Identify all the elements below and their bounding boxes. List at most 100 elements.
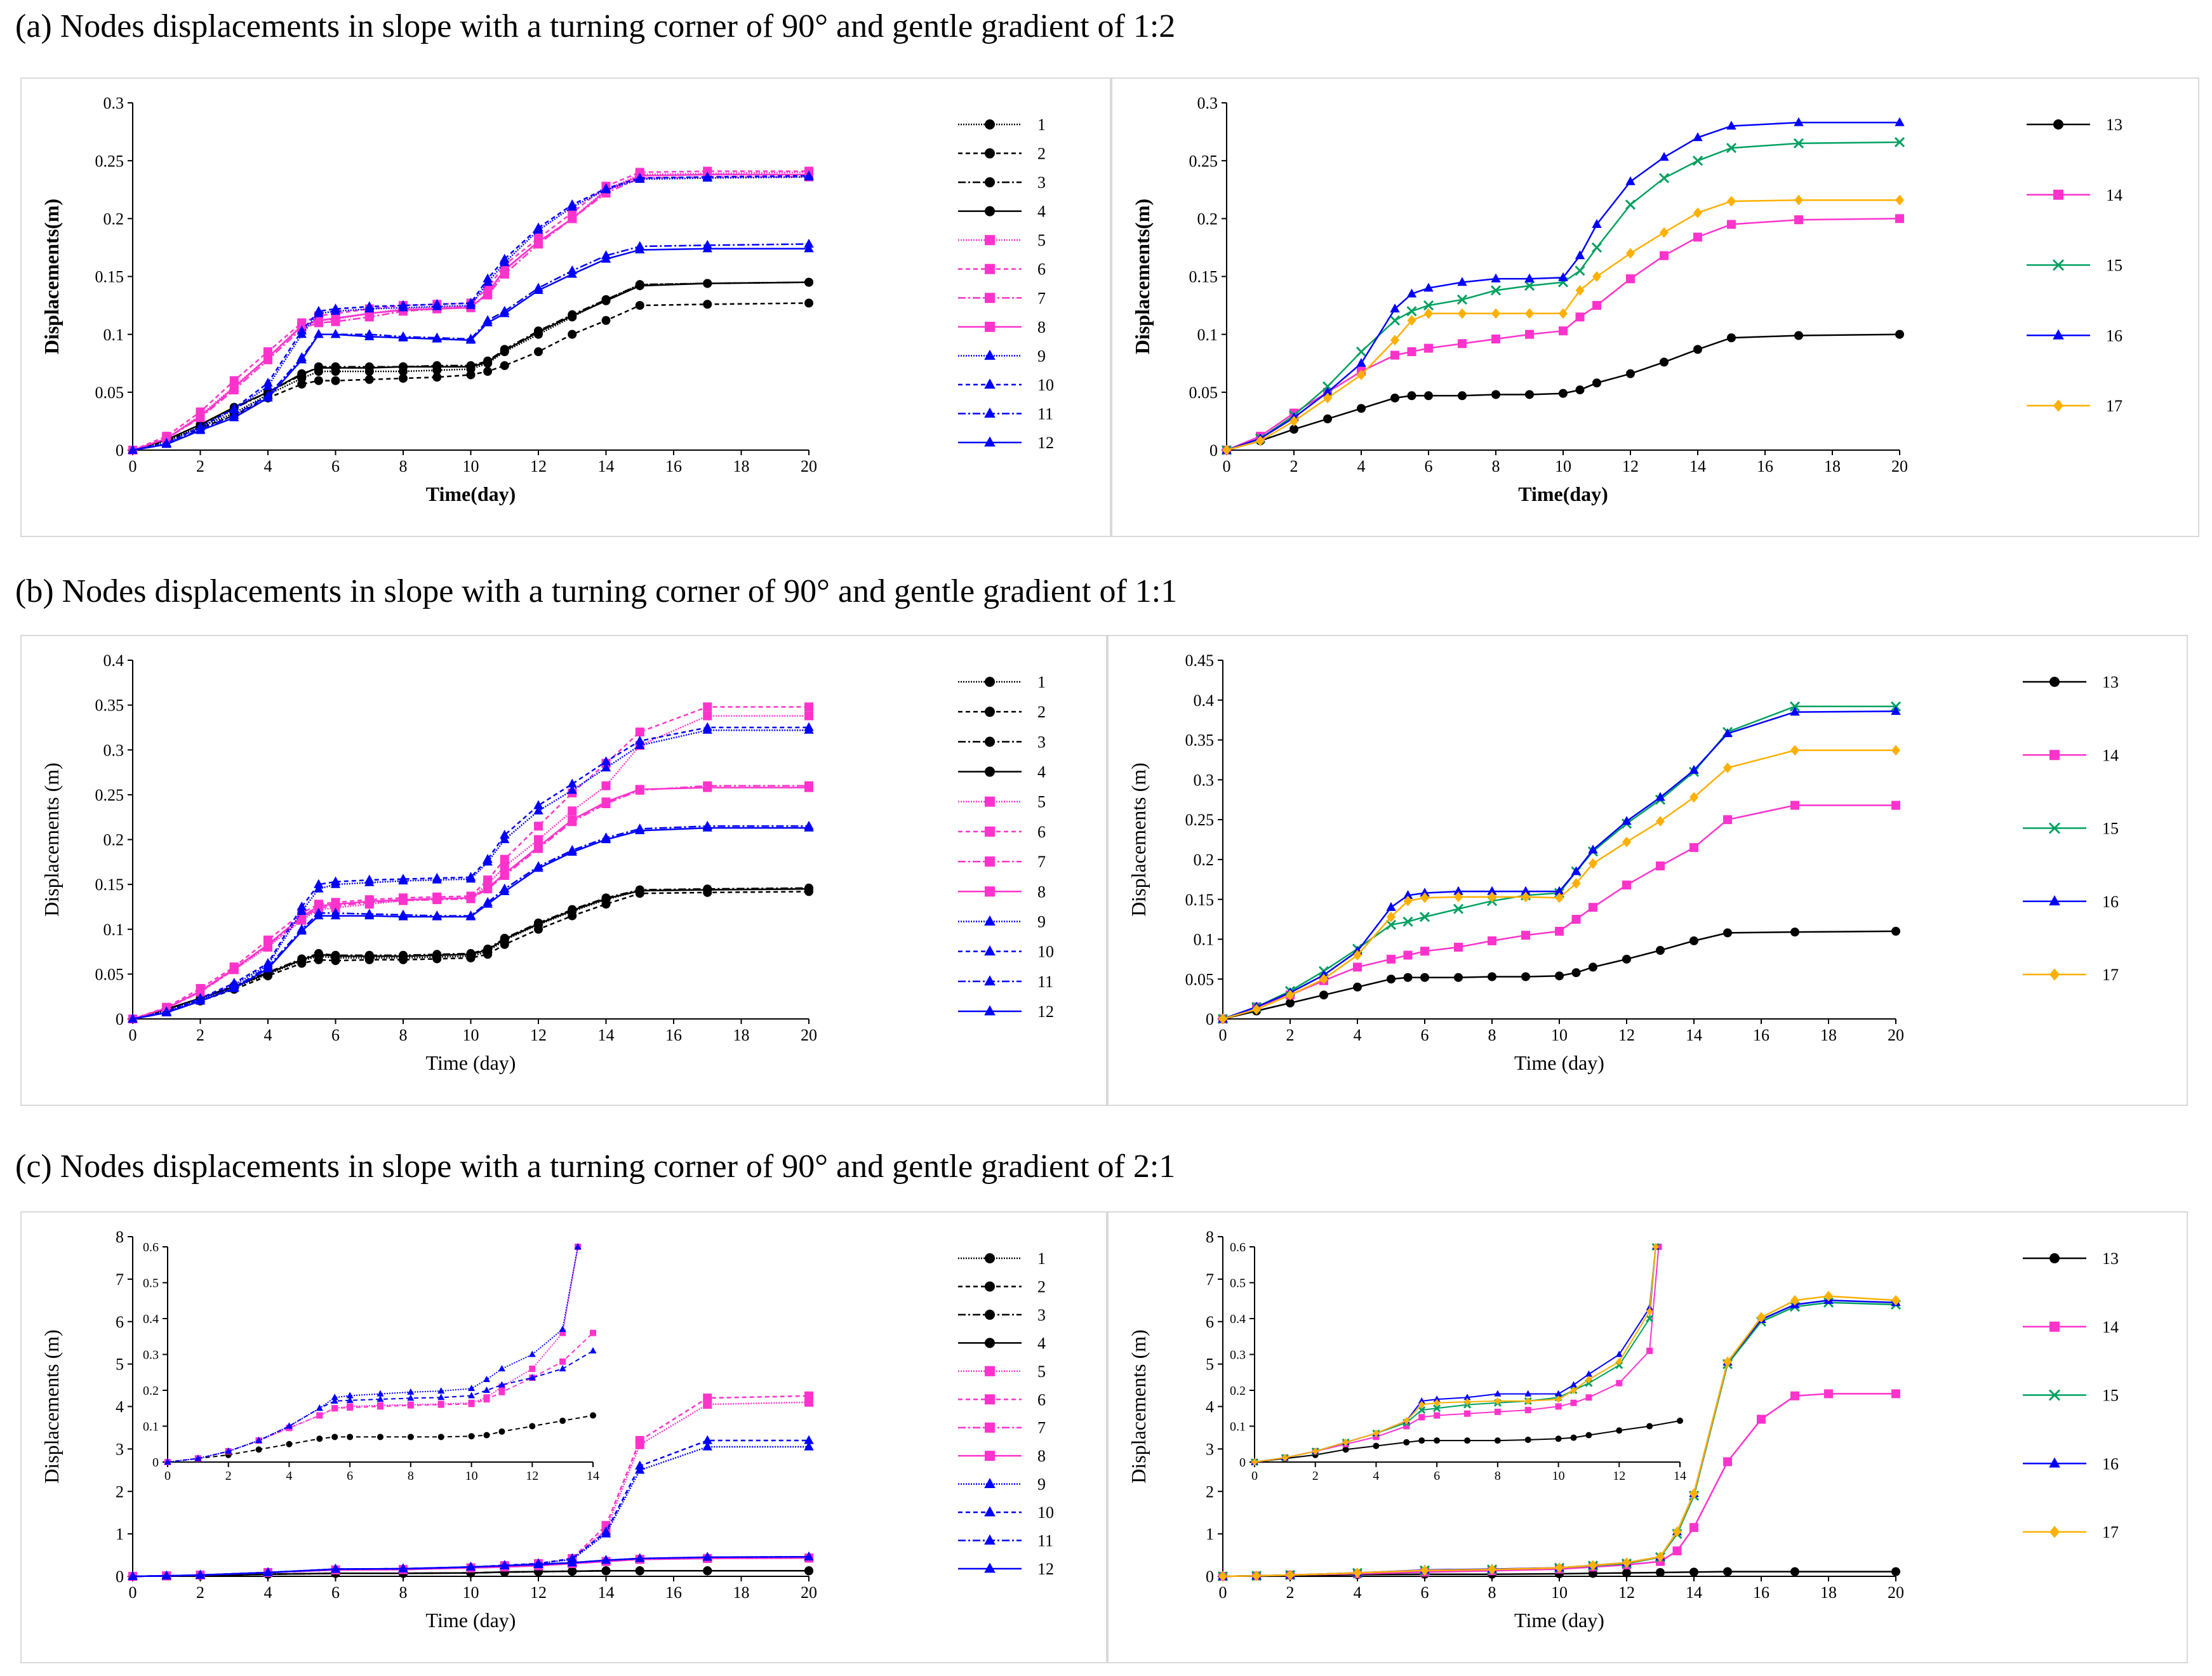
main-data-point: [1693, 345, 1702, 354]
main-data-point: [1622, 836, 1631, 848]
main-data-point: [1592, 219, 1602, 229]
inset-data-point: [331, 1397, 338, 1404]
main-data-point: [314, 883, 324, 893]
legend-marker: [985, 293, 995, 303]
legend-marker: [2049, 895, 2060, 906]
main-data-point: [1589, 903, 1597, 912]
main-data-point: [1894, 136, 1905, 148]
main-data-point: [263, 392, 273, 402]
main-data-point: [1723, 762, 1732, 773]
main-data-point: [1625, 199, 1636, 210]
legend-label: 16: [2102, 893, 2119, 911]
main-y-tick-label: 2: [1206, 1482, 1214, 1501]
inset-data-point: [225, 1447, 232, 1454]
inset-data-point: [1433, 1404, 1441, 1413]
main-data-point: [1895, 194, 1904, 206]
main-data-point: [703, 783, 712, 792]
main-data-point: [1793, 138, 1804, 149]
main-data-point: [1218, 1571, 1227, 1582]
main-data-point: [1891, 926, 1900, 936]
main-data-point: [500, 934, 509, 944]
main-y-tick-label: 0.35: [95, 696, 124, 715]
legend-label: 12: [1037, 434, 1054, 452]
main-data-point: [533, 222, 543, 232]
main-data-point: [331, 376, 340, 385]
main-data-point: [1794, 194, 1803, 206]
inset-data-point: [483, 1396, 490, 1403]
legend-label: 12: [1037, 1002, 1054, 1021]
main-data-point: [1659, 152, 1669, 161]
main-data-point: [1723, 1567, 1732, 1576]
main-data-point: [1453, 903, 1464, 914]
main-y-tick-label: 0.2: [103, 210, 124, 228]
main-x-tick-label: 12: [530, 457, 547, 476]
main-data-point: [1423, 283, 1434, 292]
main-data-point: [1286, 998, 1295, 1008]
main-x-tick-label: 6: [1421, 1583, 1429, 1602]
main-series-12: [128, 1551, 814, 1580]
legend-marker: [985, 1394, 995, 1405]
legend-entry-2: 2: [958, 145, 1046, 163]
main-data-point: [364, 896, 374, 906]
main-data-point: [314, 305, 324, 315]
main-data-point: [500, 830, 510, 839]
inset-data-point: [468, 1385, 476, 1392]
main-data-point: [1571, 968, 1581, 978]
y-axis-title: Displacements (m): [1127, 1329, 1150, 1484]
main-data-point: [1589, 962, 1597, 972]
legend-label: 5: [1037, 1362, 1046, 1381]
legend-label: 4: [1037, 1334, 1046, 1352]
legend-marker: [2049, 1526, 2060, 1538]
main-data-point: [500, 886, 510, 896]
main-x-tick-label: 12: [530, 1583, 547, 1602]
main-data-point: [1454, 943, 1463, 952]
inset-y-tick-label: 0.2: [1230, 1384, 1246, 1398]
main-data-point: [1660, 357, 1669, 367]
main-series-11: [128, 820, 814, 1023]
main-data-point: [1656, 816, 1665, 827]
main-data-point: [1490, 285, 1502, 296]
main-data-point: [1794, 215, 1803, 225]
main-data-point: [1453, 886, 1463, 895]
legend-entry-2: 2: [958, 1277, 1046, 1296]
main-y-tick-label: 8: [1206, 1228, 1214, 1246]
main-data-point: [364, 910, 375, 920]
main-y-tick-label: 0.1: [1197, 326, 1218, 344]
main-y-tick-label: 0: [116, 1567, 124, 1586]
y-axis-title: Displacements (m): [40, 1329, 63, 1484]
main-data-point: [500, 861, 509, 871]
main-data-point: [128, 444, 138, 454]
legend-label: 17: [2102, 966, 2119, 984]
main-data-point: [1323, 392, 1332, 404]
inset-data-point: [1585, 1370, 1592, 1377]
main-data-point: [703, 711, 712, 721]
inset-data-point: [529, 1366, 536, 1373]
main-data-point: [500, 869, 509, 879]
main-data-point: [1891, 801, 1900, 810]
main-series-line: [132, 825, 809, 1020]
inset-data-point: [1434, 1412, 1441, 1419]
legend-marker: [985, 1422, 995, 1433]
legend-label: 8: [1037, 882, 1046, 901]
main-x-tick-label: 14: [1686, 1026, 1702, 1044]
main-data-point: [635, 301, 644, 310]
main-data-point: [1757, 1312, 1766, 1323]
main-y-tick-label: 7: [116, 1270, 124, 1289]
main-series-line: [132, 176, 810, 451]
main-x-tick-label: 14: [1686, 1583, 1702, 1602]
inset-data-point: [1616, 1380, 1623, 1387]
main-data-point: [1406, 306, 1417, 317]
main-data-point: [567, 846, 577, 856]
main-data-point: [635, 886, 644, 896]
main-data-point: [1625, 176, 1636, 185]
main-data-point: [161, 1007, 171, 1016]
main-data-point: [1558, 272, 1568, 281]
inset-data-point: [1494, 1437, 1501, 1444]
main-series-17: [1222, 194, 1904, 456]
chart-a-left: 0 2 4 6 8 10 12 14 16 18 2000.050.10.150.20.250.3T…: [40, 94, 1054, 505]
inset-data-point: [1585, 1432, 1592, 1439]
inset-y-tick-label: 0.6: [143, 1240, 159, 1254]
main-data-point: [804, 783, 813, 792]
inset-data-point: [376, 1395, 384, 1402]
